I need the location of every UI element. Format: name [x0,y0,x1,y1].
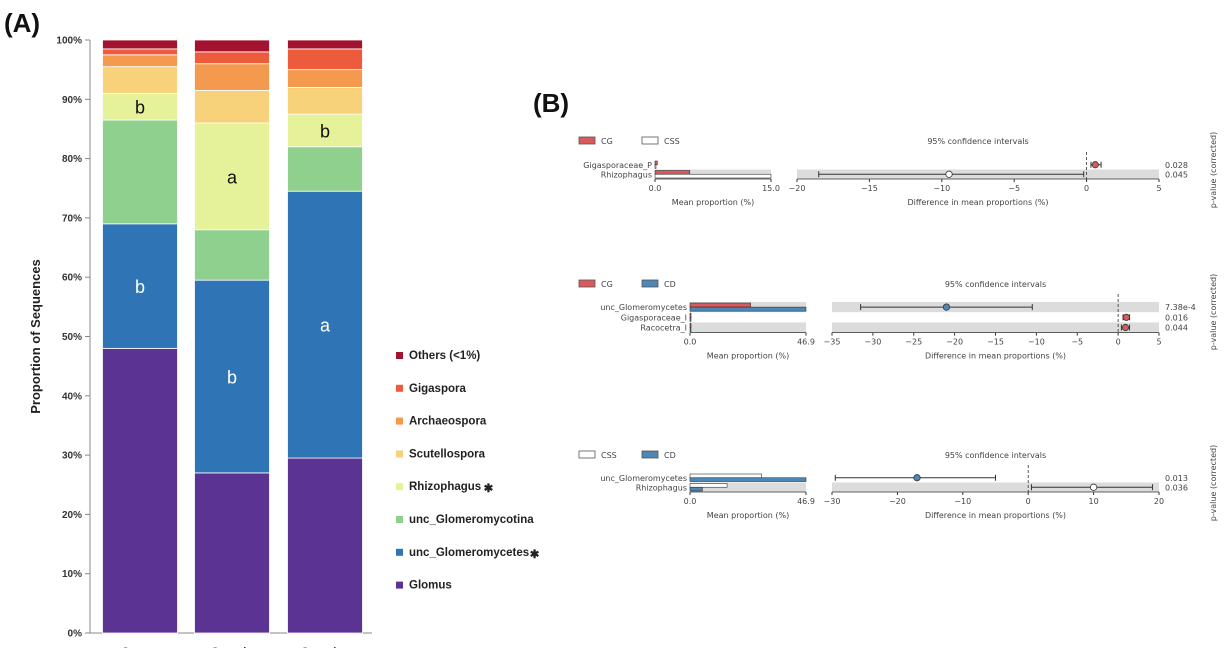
legend-swatch [579,451,595,458]
left-tick-label: 46.9 [797,497,815,506]
right-tick-label: −30 [824,497,841,506]
right-tick-label: 5 [1156,184,1161,193]
feature-label: Rhizophagus [601,170,652,179]
right-tick-label: 0 [1084,184,1089,193]
right-x-label: Difference in mean proportions (%) [925,352,1066,361]
right-tick-label: 20 [1154,497,1164,506]
right-tick-label: −30 [864,338,881,347]
right-tick-label: −5 [1071,338,1083,347]
difference-point [914,475,920,481]
legend-label: CSS [601,451,617,460]
legend-swatch [642,451,658,458]
legend-label: CSS [664,137,680,146]
right-tick-label: −25 [905,338,922,347]
right-tick-label: −10 [1028,338,1045,347]
legend-label: CG [601,280,613,289]
left-x-label: Mean proportion (%) [707,511,789,520]
ci-title: 95% confidence intervals [945,451,1046,460]
mean-bar [655,161,657,165]
feature-label: unc_Glomeromycetes [600,474,687,483]
mean-bar [690,317,691,321]
feature-label: Gigasporaceae_P [583,161,652,170]
right-tick-label: −10 [954,497,971,506]
mean-bar [655,174,771,178]
p-value-axis-label: p-value (corrected) [1209,132,1218,208]
feature-label: Racocetra_I [640,324,687,333]
mean-bar [690,474,762,478]
right-x-label: Difference in mean proportions (%) [925,511,1066,520]
row-shade [690,322,806,332]
ci-title: 95% confidence intervals [927,137,1028,146]
left-tick-label: 0.0 [649,184,662,193]
feature-label: unc_Glomeromycetes [600,303,687,312]
right-tick-label: −35 [824,338,841,347]
legend-swatch [642,280,658,287]
right-tick-label: −10 [933,184,950,193]
difference-point [1123,314,1129,320]
right-tick-label: 10 [1089,497,1099,506]
feature-label: Rhizophagus [636,483,687,492]
mean-bar [690,307,806,311]
difference-point [946,171,952,177]
p-value: 0.045 [1165,170,1188,179]
p-value: 0.028 [1165,161,1188,170]
left-tick-label: 46.9 [797,338,815,347]
legend-label: CG [601,137,613,146]
mean-bar [655,171,690,175]
right-tick-label: 0 [1026,497,1031,506]
p-value: 0.044 [1165,324,1188,333]
feature-label: Gigasporaceae_I [621,313,687,322]
mean-bar [690,323,691,327]
left-tick-label: 15.0 [762,184,780,193]
legend-label: CD [664,451,676,460]
p-value: 0.036 [1165,483,1188,492]
difference-point [943,304,949,310]
p-value: 7.38e-4 [1165,303,1196,312]
legend-swatch [642,137,658,144]
p-value: 0.016 [1165,313,1188,322]
right-tick-label: −20 [889,497,906,506]
ci-title: 95% confidence intervals [945,280,1046,289]
mean-bar [690,478,806,482]
p-value-axis-label: p-value (corrected) [1209,445,1218,521]
mean-bar [690,303,751,307]
left-x-label: Mean proportion (%) [672,198,754,207]
left-tick-label: 0.0 [684,497,697,506]
p-value-axis-label: p-value (corrected) [1209,274,1218,350]
mean-bar [655,165,656,169]
legend-swatch [579,280,595,287]
right-x-label: Difference in mean proportions (%) [907,198,1048,207]
right-tick-label: −20 [946,338,963,347]
right-tick-label: −20 [789,184,806,193]
right-tick-label: 0 [1116,338,1121,347]
right-tick-label: 5 [1156,338,1161,347]
mean-bar [690,487,702,491]
mean-bar [690,328,691,332]
p-value: 0.013 [1165,474,1188,483]
row-shade [832,322,1159,332]
legend-label: CD [664,280,676,289]
right-tick-label: −15 [987,338,1004,347]
difference-point [1090,484,1096,490]
left-x-label: Mean proportion (%) [707,352,789,361]
right-tick-label: −5 [1008,184,1020,193]
mean-bar [690,484,727,488]
difference-point [1092,162,1098,168]
mean-bar [690,313,691,317]
right-tick-label: −15 [861,184,878,193]
left-tick-label: 0.0 [684,338,697,347]
difference-point [1122,324,1128,330]
legend-swatch [579,137,595,144]
